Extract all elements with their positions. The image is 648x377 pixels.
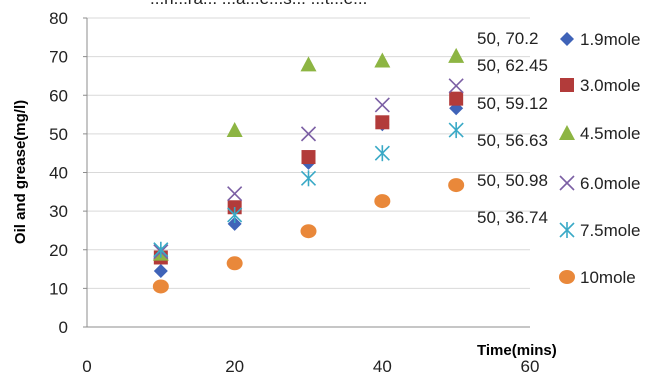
point-7.5mole-50 xyxy=(448,122,464,139)
legend-item-7.5mole: 7.5mole xyxy=(559,221,640,240)
point-4.5mole-20 xyxy=(226,122,243,138)
y-tick-label-70: 70 xyxy=(49,48,68,67)
point-6.0mole-50 xyxy=(448,78,464,94)
legend-item-6.0mole: 6.0mole xyxy=(559,174,640,193)
legend-item-1.9mole: 1.9mole xyxy=(560,30,640,49)
annotation-1: 50, 62.45 xyxy=(477,56,548,75)
point-10mole-40 xyxy=(374,194,391,209)
legend-marker-4.5mole xyxy=(559,125,575,140)
annotation-0: 50, 70.2 xyxy=(477,29,538,48)
point-4.5mole-40 xyxy=(374,52,391,68)
legend-marker-10mole xyxy=(559,270,575,284)
point-7.5mole-20 xyxy=(227,206,243,223)
legend-marker-6.0mole xyxy=(559,175,575,191)
legend-marker-7.5mole xyxy=(559,222,575,238)
point-6.0mole-40 xyxy=(374,97,390,113)
point-4.5mole-30 xyxy=(300,56,317,72)
y-axis-label: Oil and grease(mg/l) xyxy=(12,100,29,244)
point-10mole-20 xyxy=(226,256,243,271)
x-tick-label-40: 40 xyxy=(373,357,392,376)
annotation-5: 50, 36.74 xyxy=(477,208,548,227)
x-axis-label: Time(mins) xyxy=(477,342,557,359)
legend-marker-1.9mole xyxy=(560,32,574,46)
data-annotations: 50, 70.2 50, 62.45 50, 59.12 50, 56.63 50, 5… xyxy=(477,29,548,227)
y-tick-label-10: 10 xyxy=(49,279,68,298)
legend-item-10mole: 10mole xyxy=(559,268,636,287)
annotation-4: 50, 50.98 xyxy=(477,171,548,190)
legend-item-4.5mole: 4.5mole xyxy=(559,124,640,143)
x-tick-label-60: 60 xyxy=(521,357,540,376)
point-7.5mole-10 xyxy=(153,241,169,258)
annotation-3: 50, 56.63 xyxy=(477,131,548,150)
data-points xyxy=(152,47,465,294)
point-6.0mole-20 xyxy=(227,186,243,202)
legend: 1.9mole 3.0mole 4.5mole 6.0mole 7.5mole 10mol… xyxy=(559,30,640,287)
y-tick-label-20: 20 xyxy=(49,241,68,260)
point-4.5mole-50 xyxy=(448,47,465,63)
point-6.0mole-30 xyxy=(300,126,317,142)
legend-label-10mole: 10mole xyxy=(580,268,636,287)
point-7.5mole-40 xyxy=(374,145,390,162)
point-3.0mole-50 xyxy=(449,91,464,106)
top-caption-fragment: ...h...ra... ...a...e...s... ...t...e... xyxy=(150,0,367,8)
point-3.0mole-40 xyxy=(375,115,390,130)
x-tick-labels: 0 20 40 60 xyxy=(82,357,539,376)
y-tick-label-30: 30 xyxy=(49,202,68,221)
y-tick-label-60: 60 xyxy=(49,86,68,105)
legend-label-7.5mole: 7.5mole xyxy=(580,221,640,240)
y-tick-labels: 0 10 20 30 40 50 60 70 80 xyxy=(49,9,68,337)
point-10mole-10 xyxy=(152,279,169,294)
point-10mole-50 xyxy=(448,178,465,193)
legend-marker-3.0mole xyxy=(560,78,574,92)
legend-label-6.0mole: 6.0mole xyxy=(580,174,640,193)
point-1.9mole-20 xyxy=(227,216,242,231)
point-1.9mole-10 xyxy=(153,263,168,278)
y-tick-label-40: 40 xyxy=(49,164,68,183)
x-tick-label-20: 20 xyxy=(225,357,244,376)
axes xyxy=(83,17,530,328)
y-tick-label-0: 0 xyxy=(59,318,68,337)
point-10mole-30 xyxy=(300,224,317,239)
annotation-2: 50, 59.12 xyxy=(477,94,548,113)
x-tick-label-0: 0 xyxy=(82,357,91,376)
point-3.0mole-30 xyxy=(301,150,316,165)
legend-label-1.9mole: 1.9mole xyxy=(580,30,640,49)
legend-item-3.0mole: 3.0mole xyxy=(560,76,640,95)
y-tick-label-50: 50 xyxy=(49,125,68,144)
y-tick-label-80: 80 xyxy=(49,9,68,28)
legend-label-3.0mole: 3.0mole xyxy=(580,76,640,95)
point-7.5mole-30 xyxy=(300,170,317,187)
legend-label-4.5mole: 4.5mole xyxy=(580,124,640,143)
